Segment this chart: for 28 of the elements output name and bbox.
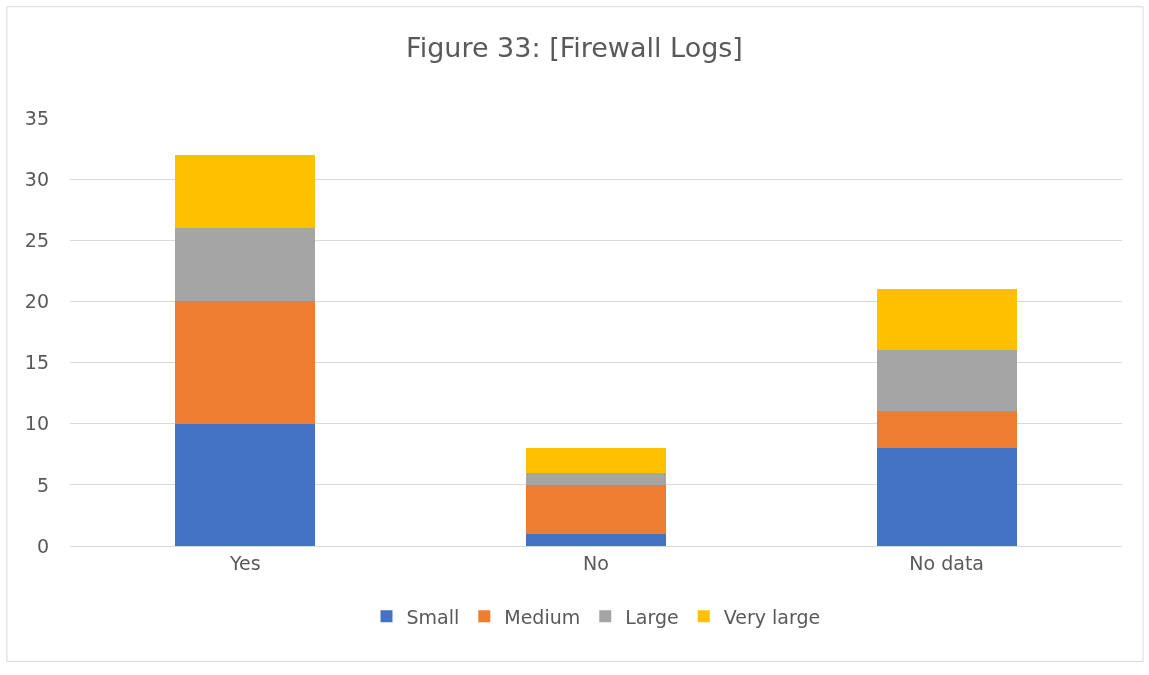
y-tick-label: 5: [36, 473, 49, 496]
bar: [525, 533, 667, 546]
bar: [876, 350, 1017, 412]
legend-label: Medium: [504, 605, 581, 628]
bar: [175, 154, 316, 229]
y-tick-label: 25: [24, 228, 49, 251]
bar: [175, 423, 316, 546]
bar: [525, 472, 667, 485]
legend-label: Small: [406, 605, 460, 628]
bar: [876, 289, 1017, 351]
y-tick-label: 0: [36, 534, 49, 557]
bar: [525, 484, 667, 534]
bar: [876, 448, 1017, 546]
x-tick-label: Yes: [228, 551, 261, 574]
chart-title: Figure 33: [Firewall Logs]: [406, 31, 743, 63]
legend-label: Very large: [723, 605, 821, 628]
y-tick-label: 30: [24, 167, 49, 190]
x-tick-label: No: [583, 551, 609, 574]
x-tick-label: No data: [909, 551, 985, 574]
y-tick-label: 35: [24, 106, 49, 129]
bar: [175, 301, 316, 424]
y-tick-label: 15: [24, 351, 49, 374]
y-tick-label: 10: [24, 412, 49, 435]
bar: [525, 448, 667, 473]
legend-label: Large: [625, 605, 679, 628]
bar: [876, 411, 1017, 449]
y-tick-label: 20: [24, 290, 49, 313]
bar: [175, 228, 316, 302]
